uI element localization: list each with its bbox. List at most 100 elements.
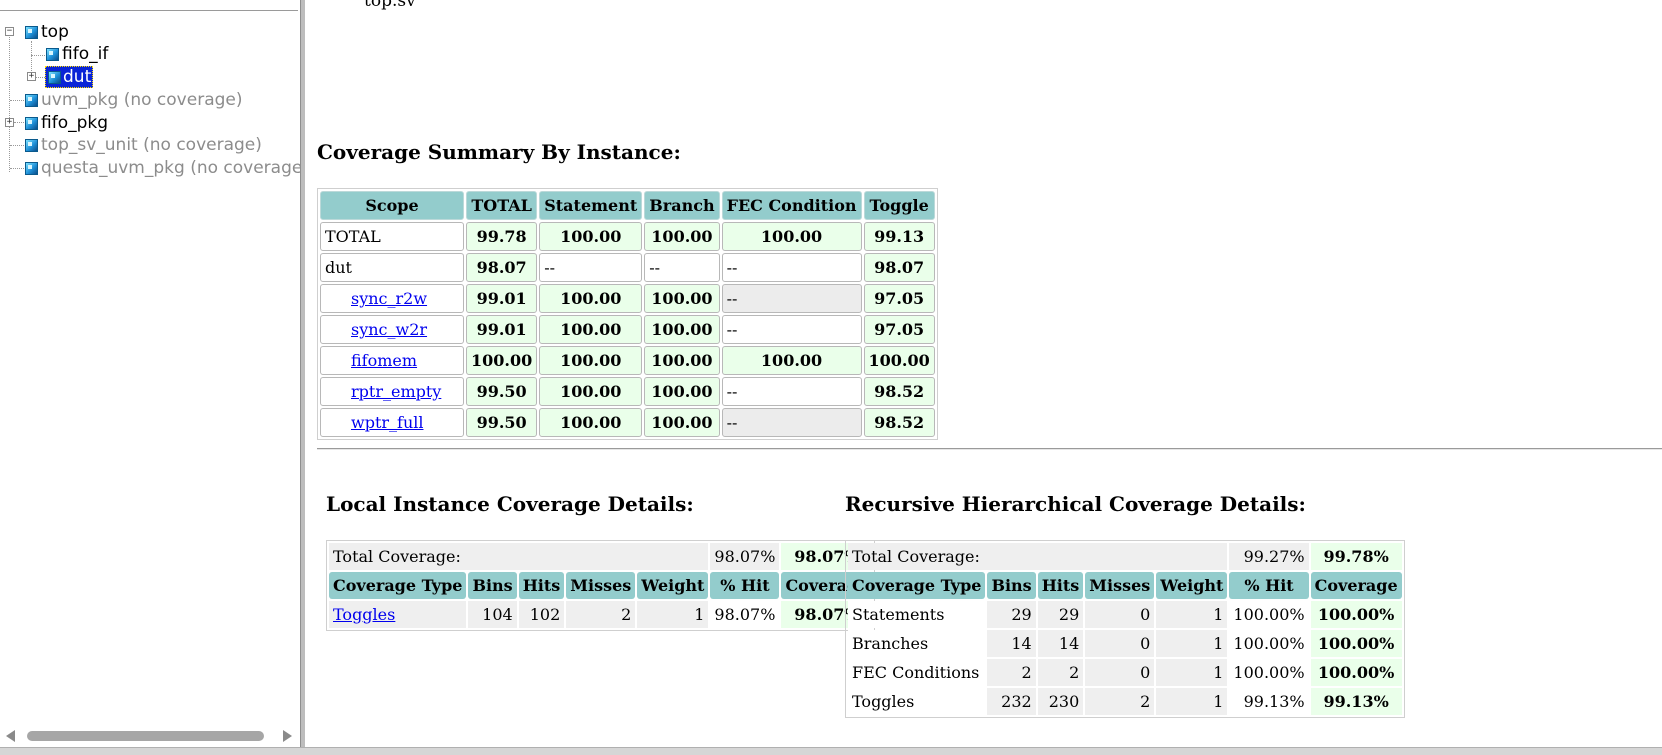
fec-cell: --	[721, 253, 862, 282]
pct-hit-cell: 100.00%	[1229, 630, 1309, 657]
coverage-cell: 100.00%	[1310, 630, 1402, 657]
hierarchy-tree-pane: − top fifo_if + dut uvm_pkg (no coverage…	[0, 0, 301, 747]
fec-cell: 100.00	[721, 222, 862, 251]
coverage-type-cell: FEC Conditions	[848, 659, 986, 686]
tree-item-dut-label: dut	[63, 67, 92, 87]
misses-cell: 0	[1085, 659, 1155, 686]
pct-hit-cell: 100.00%	[1229, 601, 1309, 628]
fec-cell: --	[721, 315, 862, 344]
instance-icon	[46, 48, 59, 61]
column-header: Coverage Type	[848, 572, 986, 599]
weight-cell: 1	[1156, 688, 1228, 715]
statement-cell: --	[539, 253, 643, 282]
expand-icon[interactable]: +	[5, 117, 14, 127]
table-row: Branches 14 14 0 1 100.00% 100.00%	[848, 630, 1402, 657]
window-bottom-border	[0, 747, 1662, 755]
statement-cell: 100.00	[539, 222, 643, 251]
toggle-cell: 97.05	[863, 284, 935, 313]
instance-icon	[48, 71, 61, 84]
scope-cell: dut	[320, 253, 464, 282]
instance-link-rptr-empty[interactable]: rptr_empty	[351, 382, 442, 401]
scroll-left-icon[interactable]	[6, 730, 15, 742]
fec-cell: 100.00	[721, 346, 862, 375]
scrollbar-thumb[interactable]	[27, 731, 264, 741]
tree-connector	[10, 168, 24, 169]
coverage-summary-table: Scope TOTAL Statement Branch FEC Conditi…	[317, 188, 938, 440]
hits-cell: 230	[1037, 688, 1084, 715]
bins-cell: 2	[987, 659, 1036, 686]
misses-cell: 0	[1085, 630, 1155, 657]
toggle-cell: 100.00	[863, 346, 935, 375]
total-cell: 99.01	[466, 284, 538, 313]
tree-item-uvm-pkg[interactable]: uvm_pkg (no coverage)	[25, 89, 243, 111]
collapse-icon[interactable]: −	[5, 26, 14, 36]
total-cell: 99.78	[466, 222, 538, 251]
total-coverage-label: Total Coverage:	[329, 543, 709, 570]
coverage-type-cell: Toggles	[848, 688, 986, 715]
column-header: Coverage	[1310, 572, 1402, 599]
statement-cell: 100.00	[539, 284, 643, 313]
total-cell: 100.00	[466, 346, 538, 375]
table-header-row: Coverage Type Bins Hits Misses Weight % …	[329, 572, 873, 599]
coverage-report-pane: top.sv Coverage Summary By Instance: Sco…	[306, 0, 1662, 747]
branch-cell: 100.00	[644, 222, 720, 251]
coverage-cell: 99.13%	[1310, 688, 1402, 715]
bins-cell: 104	[468, 601, 517, 628]
hits-cell: 2	[1037, 659, 1084, 686]
total-coverage-cell: 99.78%	[1310, 543, 1402, 570]
fec-cell: --	[721, 408, 862, 437]
column-header: % Hit	[710, 572, 780, 599]
scroll-right-icon[interactable]	[283, 730, 292, 742]
tree-item-top-sv-unit[interactable]: top_sv_unit (no coverage)	[25, 134, 262, 156]
column-header: Misses	[1085, 572, 1155, 599]
tree-item-fifo-pkg[interactable]: fifo_pkg	[25, 112, 108, 134]
weight-cell: 1	[1156, 659, 1228, 686]
tree-item-dut[interactable]: dut	[45, 66, 94, 88]
pane-splitter[interactable]	[300, 0, 305, 747]
fec-cell: --	[721, 377, 862, 406]
total-coverage-label: Total Coverage:	[848, 543, 1228, 570]
toggles-link[interactable]: Toggles	[333, 605, 396, 624]
statement-cell: 100.00	[539, 346, 643, 375]
weight-cell: 1	[1156, 630, 1228, 657]
fec-cell: --	[721, 284, 862, 313]
instance-link-sync-w2r[interactable]: sync_w2r	[351, 320, 428, 339]
toggle-cell: 99.13	[863, 222, 935, 251]
column-header: Branch	[644, 191, 720, 220]
total-cell: 99.50	[466, 408, 538, 437]
column-header: Hits	[1037, 572, 1084, 599]
column-header: Misses	[566, 572, 636, 599]
tree-item-fifo-if[interactable]: fifo_if	[46, 43, 108, 65]
tree-connector	[9, 37, 10, 172]
column-header: Toggle	[863, 191, 935, 220]
recursive-coverage-table: Total Coverage: 99.27% 99.78% Coverage T…	[845, 540, 1405, 718]
recursive-details-title: Recursive Hierarchical Coverage Details:	[845, 492, 1306, 516]
total-cell: 98.07	[466, 253, 538, 282]
tree-item-top[interactable]: top	[25, 21, 69, 43]
table-row: rptr_empty 99.50 100.00 100.00 -- 98.52	[320, 377, 935, 406]
package-icon	[25, 94, 38, 107]
weight-cell: 1	[1156, 601, 1228, 628]
branch-cell: 100.00	[644, 284, 720, 313]
table-row: sync_w2r 99.01 100.00 100.00 -- 97.05	[320, 315, 935, 344]
column-header: Bins	[468, 572, 517, 599]
toggle-cell: 98.07	[863, 253, 935, 282]
table-header-row: Coverage Type Bins Hits Misses Weight % …	[848, 572, 1402, 599]
total-hit-cell: 99.27%	[1229, 543, 1309, 570]
horizontal-scrollbar[interactable]	[0, 727, 300, 745]
instance-link-fifomem[interactable]: fifomem	[351, 351, 418, 370]
column-header: TOTAL	[466, 191, 538, 220]
expand-icon[interactable]: +	[27, 71, 36, 81]
local-coverage-table: Total Coverage: 98.07% 98.07% Coverage T…	[326, 540, 876, 631]
hits-cell: 102	[518, 601, 565, 628]
tree-connector	[31, 55, 45, 56]
table-header-row: Scope TOTAL Statement Branch FEC Conditi…	[320, 191, 935, 220]
scope-cell: TOTAL	[320, 222, 464, 251]
toggle-cell: 98.52	[863, 408, 935, 437]
misses-cell: 2	[1085, 688, 1155, 715]
tree-item-questa-uvm-pkg[interactable]: questa_uvm_pkg (no coverage)	[25, 157, 300, 179]
hits-cell: 29	[1037, 601, 1084, 628]
instance-link-sync-r2w[interactable]: sync_r2w	[351, 289, 428, 308]
statement-cell: 100.00	[539, 315, 643, 344]
instance-link-wptr-full[interactable]: wptr_full	[351, 413, 424, 432]
